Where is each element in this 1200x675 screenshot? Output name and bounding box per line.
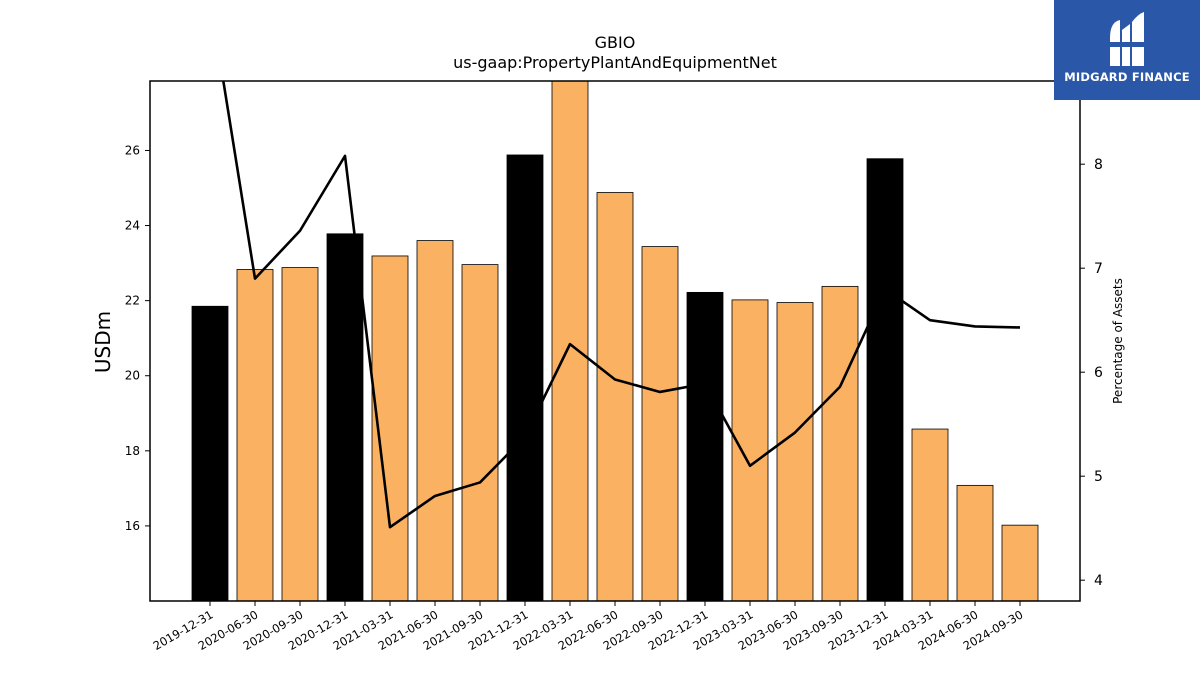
bar-2021-09-30 — [461, 264, 499, 602]
bar-2024-06-30 — [956, 484, 994, 602]
bar-2024-09-30 — [1001, 524, 1039, 602]
y-axis-label: USDm — [91, 311, 115, 373]
bar-2022-09-30 — [641, 246, 679, 602]
y2-axis-label: Percentage of Assets — [1111, 278, 1125, 404]
y-tick-label: 24 — [125, 219, 140, 233]
bar-2020-06-30 — [236, 269, 274, 602]
bar-2023-06-30 — [776, 302, 814, 602]
x-axis: 2019-12-312020-06-302020-09-302020-12-31… — [151, 601, 1026, 653]
bar-2022-12-31 — [686, 291, 724, 602]
bar-2019-12-31 — [191, 305, 229, 602]
logo-mark-icon — [1108, 12, 1146, 66]
bar-2023-12-31 — [866, 158, 904, 602]
bar-2020-09-30 — [281, 267, 319, 602]
y-tick-label: 20 — [125, 369, 140, 383]
bar-2022-03-31 — [551, 80, 589, 602]
y2-tick-label: 8 — [1094, 157, 1103, 173]
chart-title: GBIO — [595, 33, 636, 52]
bar-2021-06-30 — [416, 240, 454, 602]
chart-subtitle: us-gaap:PropertyPlantAndEquipmentNet — [453, 53, 777, 72]
y2-tick-label: 7 — [1094, 261, 1103, 277]
bar-2023-09-30 — [821, 285, 859, 602]
y-tick-label: 26 — [125, 143, 140, 157]
line-group — [222, 81, 1021, 529]
y-axis: 16 18 20 22 24 26 — [125, 143, 150, 533]
y2-tick-label: 6 — [1094, 365, 1103, 381]
bars-group — [191, 80, 1039, 602]
y2-tick-label: 4 — [1094, 573, 1103, 589]
bar-2022-06-30 — [596, 192, 634, 602]
y-tick-label: 22 — [125, 294, 140, 308]
y-tick-label: 16 — [125, 519, 140, 533]
bar-2023-03-31 — [731, 299, 769, 602]
logo-text: MIDGARD FINANCE — [1064, 70, 1190, 84]
bar-2021-12-31 — [506, 154, 544, 602]
y2-axis: 4 5 6 7 8 — [1080, 157, 1103, 589]
bar-2020-12-31 — [326, 233, 364, 602]
logo: MIDGARD FINANCE — [1054, 0, 1200, 100]
y2-tick-label: 5 — [1094, 469, 1103, 485]
bar-2024-03-31 — [911, 428, 949, 602]
y-tick-label: 18 — [125, 444, 140, 458]
